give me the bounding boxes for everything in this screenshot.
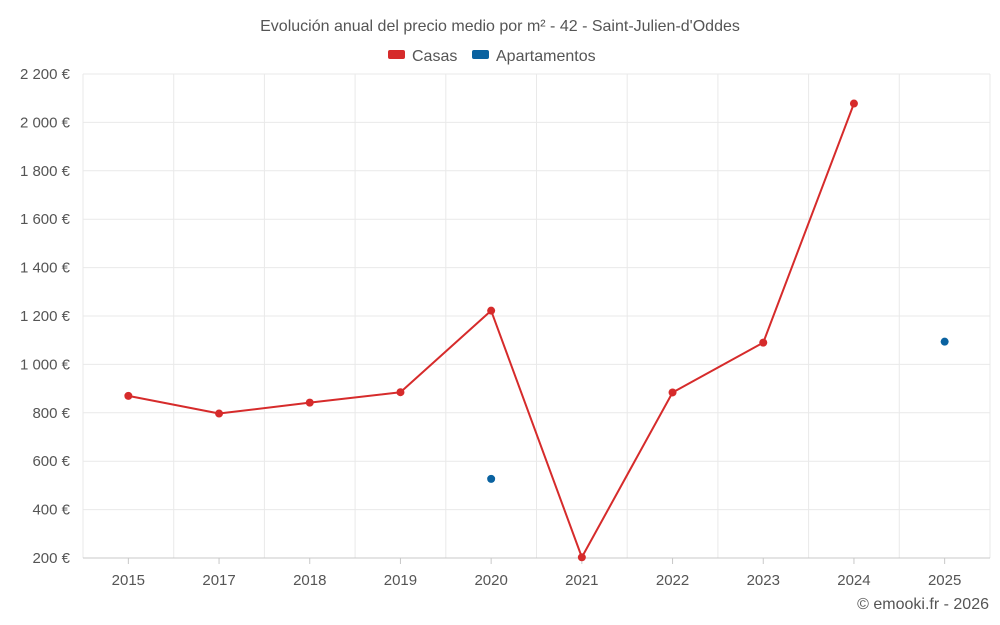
series-casas [124,99,858,562]
x-tick-label: 2022 [656,572,689,589]
legend-swatch-casas [388,50,405,59]
y-tick-label: 1 200 € [20,308,71,325]
axes: 200 € 400 € 600 € 800 € 1 000 € 1 200 € 1 400 … [20,66,990,589]
y-tick-label: 600 € [32,453,70,470]
series [124,99,949,562]
series-apartamentos [487,337,949,483]
y-tick-label: 800 € [32,405,70,422]
x-tick-label: 2015 [112,572,145,589]
x-tick-label: 2021 [565,572,598,589]
legend-item-apartamentos[interactable]: Apartamentos [472,48,596,65]
data-point-apartamentos-2020[interactable] [487,474,496,483]
y-tick-label: 200 € [32,550,70,567]
x-tick-label: 2024 [837,572,870,589]
data-point-casas-2018[interactable] [305,398,314,407]
data-point-casas-2017[interactable] [215,409,224,418]
legend-item-casas[interactable]: Casas [388,48,457,65]
legend-label-apartamentos: Apartamentos [496,48,596,65]
data-point-apartamentos-2025[interactable] [940,337,949,346]
x-tick-label: 2020 [474,572,507,589]
grid [82,73,991,558]
series-line-casas [128,103,855,559]
chart-title: Evolución anual del precio medio por m² … [260,18,740,35]
x-tick-label: 2019 [384,572,417,589]
data-point-casas-2019[interactable] [396,388,405,397]
y-tick-label: 1 800 € [20,163,71,180]
data-point-casas-2022[interactable] [668,388,677,397]
y-tick-label: 1 000 € [20,356,71,373]
data-point-casas-2020[interactable] [487,306,496,315]
x-tick-label: 2025 [928,572,961,589]
y-tick-label: 2 200 € [20,66,71,83]
legend-label-casas: Casas [412,48,457,65]
data-point-casas-2023[interactable] [759,338,768,347]
legend: Casas Apartamentos [388,48,596,65]
credit: © emooki.fr - 2026 [857,596,989,613]
y-tick-label: 1 400 € [20,260,71,277]
x-tick-label: 2017 [202,572,235,589]
x-tick-label: 2018 [293,572,326,589]
y-tick-label: 1 600 € [20,211,71,228]
x-tick-label: 2023 [747,572,780,589]
data-point-casas-2021[interactable] [577,553,586,562]
y-tick-label: 2 000 € [20,114,71,131]
legend-swatch-apartamentos [472,50,489,59]
data-point-casas-2024[interactable] [849,99,858,108]
y-tick-label: 400 € [32,502,70,519]
data-point-casas-2015[interactable] [124,391,133,400]
